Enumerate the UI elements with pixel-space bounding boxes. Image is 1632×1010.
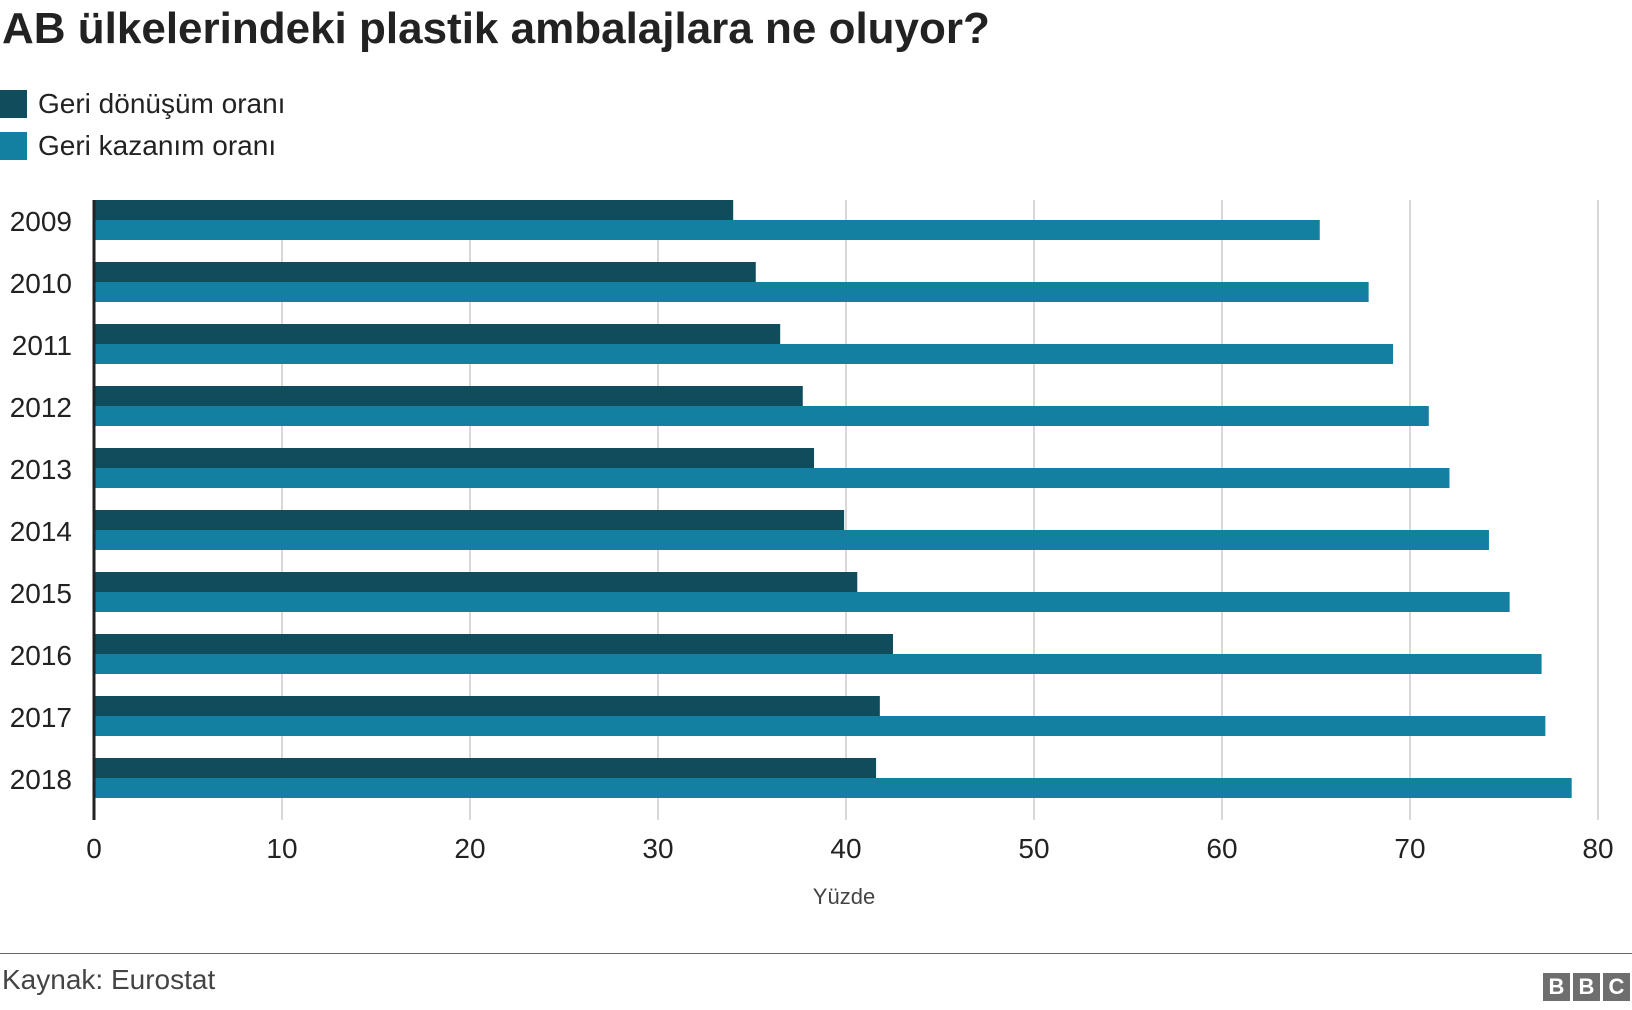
y-tick-label: 2013: [10, 454, 72, 485]
legend-label-recycling: Geri dönüşüm oranı: [38, 88, 286, 119]
x-tick-label: 80: [1582, 833, 1613, 864]
bar-recycling: [94, 758, 877, 778]
legend-label-recovery: Geri kazanım oranı: [38, 130, 277, 161]
y-tick-label: 2015: [10, 578, 72, 609]
bar-recycling: [94, 634, 893, 654]
y-tick-label: 2011: [12, 330, 72, 361]
bar-recovery: [94, 406, 1429, 426]
y-tick-label: 2017: [10, 702, 72, 733]
x-tick-label: 30: [642, 833, 673, 864]
footer-divider: [0, 953, 1632, 954]
bar-recovery: [94, 592, 1510, 612]
bar-recycling: [94, 448, 815, 468]
x-tick-label: 60: [1206, 833, 1237, 864]
bar-recovery: [94, 344, 1394, 364]
bar-recovery: [94, 716, 1546, 736]
bar-recycling: [94, 262, 756, 282]
bar-recovery: [94, 220, 1320, 240]
bar-recycling: [94, 386, 803, 406]
y-tick-label: 2012: [10, 392, 72, 423]
x-tick-label: 0: [86, 833, 102, 864]
bar-recovery: [94, 654, 1542, 674]
bbc-logo-block: B: [1543, 973, 1570, 1001]
x-tick-label: 10: [266, 833, 297, 864]
bar-recycling: [94, 696, 880, 716]
bbc-logo-block: C: [1603, 973, 1630, 1001]
y-tick-label: 2018: [10, 764, 72, 795]
x-tick-label: 40: [830, 833, 861, 864]
bar-recovery: [94, 282, 1369, 302]
y-tick-label: 2009: [10, 206, 72, 237]
bar-recycling: [94, 510, 845, 530]
legend-swatch-recycling: [0, 90, 27, 118]
bar-recovery: [94, 468, 1450, 488]
bar-recycling: [94, 572, 858, 592]
y-tick-label: 2014: [10, 516, 72, 547]
bar-recovery: [94, 530, 1489, 550]
bar-recycling: [94, 200, 734, 220]
x-axis-title: Yüzde: [813, 884, 875, 909]
x-tick-label: 70: [1394, 833, 1425, 864]
bbc-logo-block: B: [1573, 973, 1600, 1001]
x-tick-label: 50: [1018, 833, 1049, 864]
bar-chart: 2009201020112012201320142015201620172018…: [10, 200, 1614, 909]
y-tick-label: 2016: [10, 640, 72, 671]
x-tick-label: 20: [454, 833, 485, 864]
y-tick-label: 2010: [10, 268, 72, 299]
bbc-logo: B B C: [1543, 973, 1630, 1001]
legend-swatch-recovery: [0, 132, 27, 160]
chart-title: AB ülkelerindeki plastik ambalajlara ne …: [2, 4, 990, 53]
bar-recycling: [94, 324, 781, 344]
bar-recovery: [94, 778, 1572, 798]
source-note: Kaynak: Eurostat: [2, 964, 216, 995]
